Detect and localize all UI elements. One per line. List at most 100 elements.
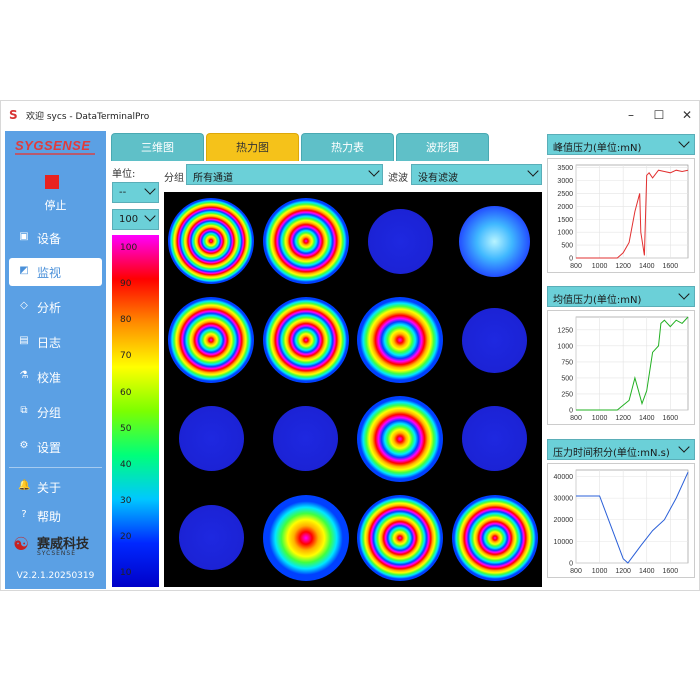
x-tick-label: 1000 <box>592 415 608 422</box>
x-tick-label: 800 <box>570 415 582 422</box>
sidebar-item-group[interactable]: ⧉ 分组 <box>9 398 102 426</box>
help-icon: ? <box>21 509 27 520</box>
y-tick-label: 0 <box>569 408 573 415</box>
unit-select[interactable]: -- <box>112 182 159 203</box>
chevron-down-icon <box>144 183 156 195</box>
y-tick-label: 0 <box>569 561 573 568</box>
heatmap-sensor-cell <box>451 494 538 581</box>
chart-plot-area <box>575 469 689 564</box>
sidebar-divider <box>9 467 102 468</box>
colorbar-tick-label: 20 <box>120 532 132 543</box>
tab-waveform[interactable]: 波形图 <box>396 133 489 161</box>
y-tick-label: 1500 <box>557 217 573 224</box>
heatmap-sensor-cell <box>462 307 528 373</box>
chart-plot-area <box>575 316 689 411</box>
y-tick-label: 3500 <box>557 165 573 172</box>
peak-pressure-select[interactable]: 峰值压力(单位:mN) <box>547 134 695 155</box>
sidebar-item-calibrate[interactable]: ⚗ 校准 <box>9 363 102 391</box>
tab-3d-view[interactable]: 三维图 <box>111 133 204 161</box>
sidebar-item-settings[interactable]: ⚙ 设置 <box>9 433 102 461</box>
main-panel: 三维图 热力图 热力表 波形图 单位: -- 100 分组 所有通道 滤波 没有… <box>109 131 543 589</box>
heatmap-sensor-cell <box>462 406 528 472</box>
unit-label: 单位: <box>112 169 136 180</box>
sidebar-item-label: 设置 <box>37 441 62 455</box>
heatmap-sensor-cell <box>168 198 255 285</box>
close-button[interactable]: ✕ <box>681 108 693 122</box>
group-select-value: 所有通道 <box>193 173 233 184</box>
unit-select-value: -- <box>119 187 127 198</box>
heatmap-sensor-cell <box>262 297 349 384</box>
heatmap-sensor-cell <box>262 198 349 285</box>
chevron-down-icon <box>678 288 690 300</box>
app-logo-icon: S <box>9 108 18 122</box>
y-tick-label: 500 <box>561 243 573 250</box>
max-value-select-value: 100 <box>119 214 139 225</box>
y-tick-label: 10000 <box>554 539 574 546</box>
window-title: 欢迎 sycs - DataTerminalPro <box>26 112 150 122</box>
filter-select[interactable]: 没有滤波 <box>411 164 542 185</box>
analysis-icon: ◇ <box>20 300 28 311</box>
x-tick-label: 800 <box>570 263 582 270</box>
max-value-select[interactable]: 100 <box>112 209 159 230</box>
chevron-down-icon <box>144 210 156 222</box>
sidebar-item-label: 帮助 <box>37 510 62 524</box>
y-tick-label: 1250 <box>557 327 573 334</box>
x-tick-label: 1000 <box>592 263 608 270</box>
stop-icon[interactable] <box>45 175 59 189</box>
y-tick-label: 2500 <box>557 191 573 198</box>
heatmap-sensor-cell <box>168 297 255 384</box>
x-tick-label: 1600 <box>663 263 679 270</box>
sidebar-item-analysis[interactable]: ◇ 分析 <box>9 293 102 321</box>
mean-pressure-select[interactable]: 均值压力(单位:mN) <box>547 286 695 307</box>
filter-select-value: 没有滤波 <box>418 173 458 184</box>
pressure-integral-select[interactable]: 压力时间积分(单位:mN.s) <box>547 439 695 460</box>
sidebar-item-about[interactable]: 🔔 关于 <box>9 473 102 501</box>
logo-underline <box>15 153 95 155</box>
monitor-icon: ◩ <box>19 265 29 276</box>
colorbar-tick-label: 60 <box>120 387 132 398</box>
maximize-button[interactable]: ☐ <box>653 108 665 122</box>
sidebar-item-device[interactable]: ▣ 设备 <box>9 224 102 252</box>
heatmap-sensor-cell <box>357 297 444 384</box>
y-tick-label: 3000 <box>557 178 573 185</box>
about-icon: 🔔 <box>18 480 31 491</box>
colorbar-tick-label: 70 <box>120 351 132 362</box>
y-tick-label: 0 <box>569 256 573 263</box>
group-select[interactable]: 所有通道 <box>186 164 383 185</box>
x-tick-label: 1400 <box>639 568 655 575</box>
brand-logo: ☯ 赛威科技 SYCSENSE <box>13 533 103 559</box>
x-tick-label: 1600 <box>663 568 679 575</box>
tab-heat-table[interactable]: 热力表 <box>301 133 394 161</box>
heatmap-sensor-cell <box>357 395 444 482</box>
sidebar-item-monitor[interactable]: ◩ 监视 <box>9 258 102 286</box>
heatmap-sensor-cell <box>262 494 349 581</box>
chevron-down-icon <box>678 136 690 148</box>
x-tick-label: 1200 <box>615 415 631 422</box>
colorbar-tick-label: 50 <box>120 423 132 434</box>
app-window: S 欢迎 sycs - DataTerminalPro – ☐ ✕ SYGSEN… <box>0 100 700 591</box>
group-icon: ⧉ <box>20 405 28 416</box>
mean-pressure-title: 均值压力(单位:mN) <box>553 295 642 306</box>
settings-icon: ⚙ <box>19 440 29 451</box>
heatmap-sensor-cell <box>178 406 244 472</box>
pressure-integral-title: 压力时间积分(单位:mN.s) <box>553 448 670 459</box>
chart-plot-area <box>575 164 689 259</box>
stop-label[interactable]: 停止 <box>44 199 67 212</box>
log-icon: ▤ <box>19 335 29 346</box>
colorbar-tick-label: 90 <box>120 279 132 290</box>
group-label: 分组 <box>164 173 184 184</box>
minimize-button[interactable]: – <box>628 108 634 122</box>
sidebar-item-label: 分析 <box>37 301 62 315</box>
colorbar-tick-label: 40 <box>120 459 132 470</box>
device-icon: ▣ <box>19 231 29 242</box>
sidebar-item-label: 关于 <box>37 481 62 495</box>
heatmap-sensor-cell <box>459 205 531 277</box>
sidebar-item-log[interactable]: ▤ 日志 <box>9 328 102 356</box>
tab-heatmap[interactable]: 热力图 <box>206 133 299 161</box>
sidebar-item-help[interactable]: ? 帮助 <box>9 502 102 530</box>
heatmap-sensor-cell <box>273 406 339 472</box>
brand-name-cn: 赛威科技 <box>37 537 90 552</box>
chevron-down-icon <box>678 441 690 453</box>
brand-name-en: SYCSENSE <box>37 550 77 557</box>
pressure-integral-chart: 0 10000 20000 30000 40000 800 1000 1200 1400 1600 <box>547 463 695 578</box>
